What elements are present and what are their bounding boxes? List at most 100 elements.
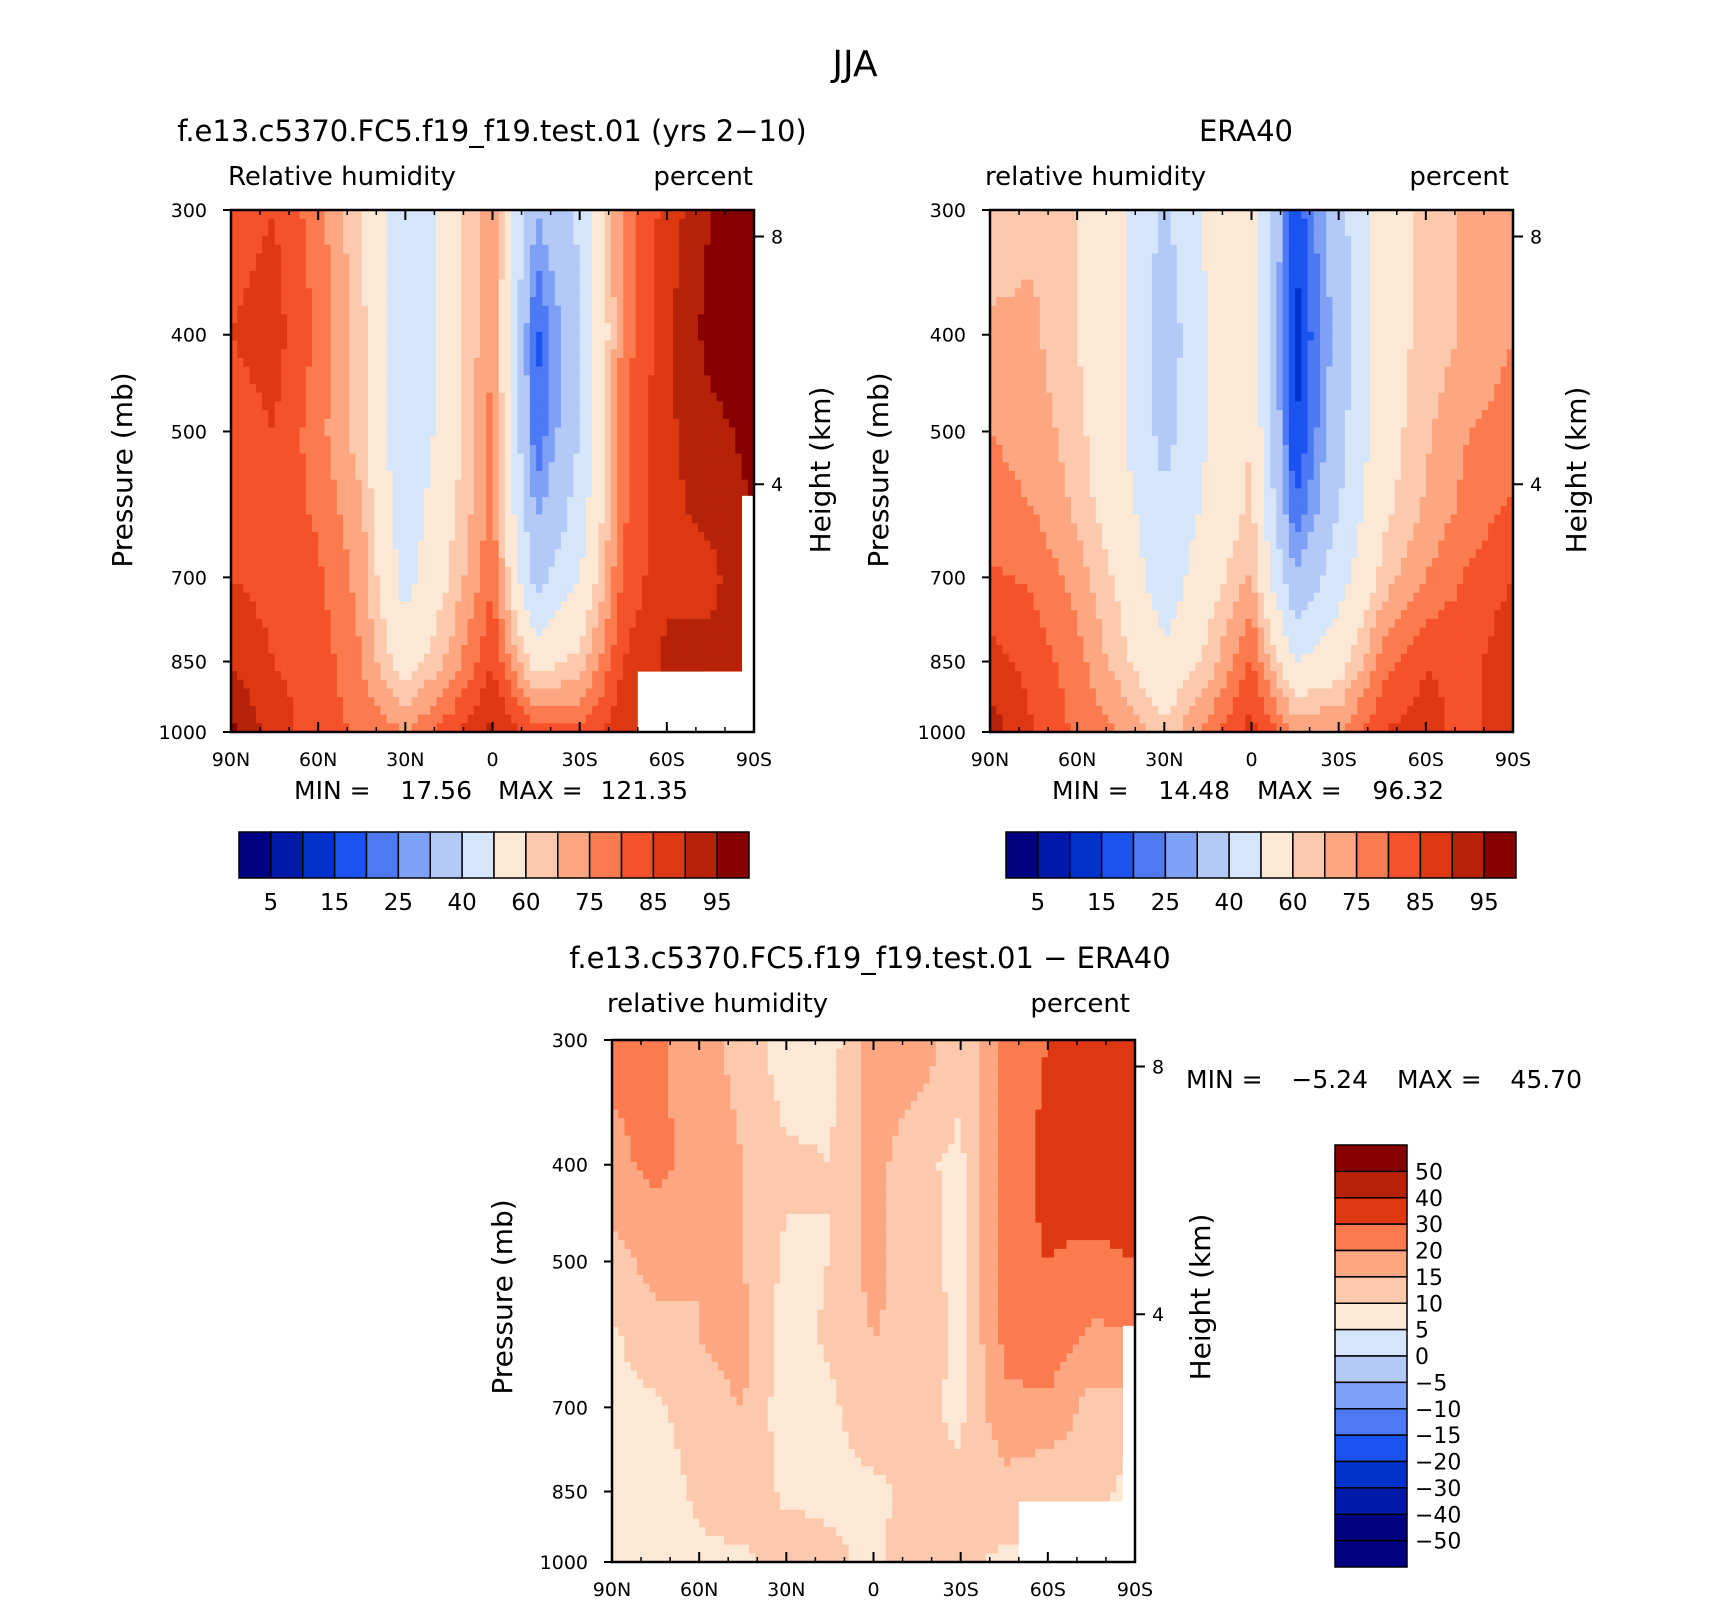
contour-cell [293, 662, 301, 672]
contour-cell [741, 297, 749, 307]
contour-cell [417, 288, 425, 298]
contour-cell [330, 427, 338, 437]
contour-cell [716, 331, 724, 342]
contour-cell [735, 462, 743, 472]
contour-cell [367, 357, 375, 368]
contour-cell [617, 453, 624, 463]
contour-cell [330, 262, 338, 272]
contour-cell [311, 384, 319, 394]
contour-cell [324, 671, 332, 681]
contour-cell [231, 488, 238, 498]
contour-cell [679, 558, 687, 568]
contour-cell [324, 462, 332, 472]
contour-cell [249, 714, 257, 724]
contour-cell [504, 558, 512, 568]
contour-cell [448, 410, 456, 420]
contour-cell [343, 270, 350, 281]
contour-cell [324, 244, 332, 255]
contour-cell [318, 723, 325, 733]
contour-cell [268, 288, 276, 298]
contour-cell [467, 288, 475, 298]
contour-cell [448, 540, 456, 550]
contour-cell [442, 671, 450, 681]
contour-cell [604, 366, 612, 376]
contour-cell [573, 714, 581, 724]
contour-cell [473, 523, 481, 533]
contour-cell [511, 375, 519, 385]
contour-cell [455, 384, 462, 394]
contour-cell [629, 523, 637, 533]
contour-cell [554, 270, 562, 281]
contour-cell [685, 540, 693, 550]
contour-cell [374, 671, 382, 681]
contour-cell [685, 270, 693, 281]
contour-cell [262, 331, 269, 342]
contour-cell [498, 288, 506, 298]
contour-cell [716, 340, 724, 350]
contour-cell [560, 697, 568, 707]
contour-cell [343, 714, 350, 724]
contour-cell [704, 375, 712, 385]
contour-cell [617, 636, 624, 646]
contour-cell [318, 714, 325, 724]
contour-cell [536, 627, 543, 637]
contour-cell [498, 627, 506, 637]
contour-cell [392, 305, 400, 315]
contour-cell [380, 514, 388, 524]
contour-cell [442, 514, 450, 524]
contour-cell [399, 340, 406, 350]
contour-cell [392, 436, 400, 446]
contour-cell [592, 558, 599, 568]
contour-cell [461, 384, 469, 394]
contour-cell [424, 566, 431, 576]
contour-cell [573, 401, 581, 411]
contour-cell [355, 627, 363, 637]
contour-cell [336, 288, 344, 298]
contour-cell [679, 210, 687, 220]
contour-cell [498, 279, 506, 289]
contour-cell [367, 584, 375, 594]
contour-cell [716, 410, 724, 420]
contour-cell [610, 462, 618, 472]
contour-cell [367, 662, 375, 672]
contour-cell [498, 236, 506, 246]
contour-cell [554, 279, 562, 289]
contour-cell [249, 697, 257, 707]
contour-cell [293, 418, 301, 429]
contour-cell [542, 662, 550, 672]
contour-cell [729, 558, 736, 568]
contour-cell [361, 636, 369, 646]
contour-cell [318, 705, 325, 716]
contour-cell [311, 471, 319, 481]
contour-cell [392, 653, 400, 663]
contour-cell [685, 653, 693, 663]
contour-cell [268, 627, 276, 637]
contour-cell [249, 366, 257, 376]
contour-cell [243, 636, 251, 646]
contour-cell [299, 288, 307, 298]
contour-cell [467, 497, 475, 507]
contour-cell [573, 558, 581, 568]
contour-cell [722, 653, 730, 663]
contour-cell [517, 714, 525, 724]
contour-cell [741, 262, 749, 272]
contour-cell [237, 340, 245, 350]
contour-cell [424, 227, 431, 237]
contour-cell [560, 488, 568, 498]
contour-cell [635, 297, 643, 307]
contour-cell [461, 645, 469, 655]
contour-cell [585, 244, 593, 255]
contour-cell [424, 418, 431, 429]
contour-cell [343, 244, 350, 255]
contour-cell [504, 671, 512, 681]
contour-cell [318, 453, 325, 463]
contour-cell [486, 340, 494, 350]
contour-cell [330, 279, 338, 289]
contour-cell [311, 331, 319, 342]
contour-cell [529, 610, 537, 620]
contour-cell [560, 471, 568, 481]
contour-cell [255, 462, 263, 472]
contour-cell [455, 584, 462, 594]
contour-cell [729, 227, 736, 237]
contour-cell [604, 288, 612, 298]
